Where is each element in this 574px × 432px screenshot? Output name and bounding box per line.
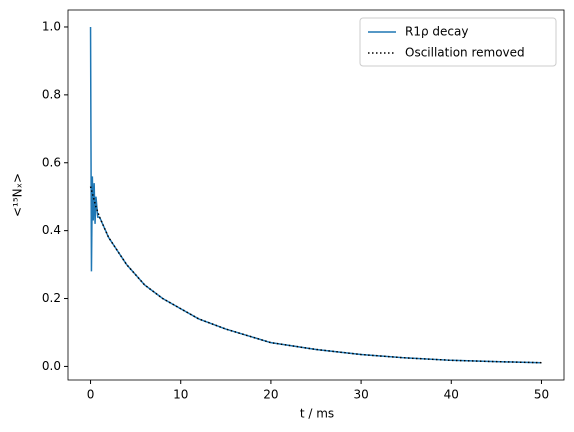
y-tick-label: 1.0 [42,19,61,33]
y-tick-label: 0.6 [42,155,61,169]
series-line [89,186,542,364]
legend-box [359,17,557,67]
x-tick-label: 40 [444,388,459,402]
x-tick-label: 30 [353,388,368,402]
y-axis-label: <¹⁵Nₓ> [11,173,25,217]
plot-frame [67,9,565,381]
y-tick-label: 0.2 [42,291,61,305]
x-tick-label: 0 [87,388,95,402]
y-tick-label: 0.8 [42,87,61,101]
series-line [89,26,542,364]
y-tick-label: 0.0 [42,359,61,373]
x-tick-label: 10 [173,388,188,402]
y-tick-label: 0.4 [42,223,61,237]
legend-label: Oscillation removed [405,46,525,60]
x-tick-label: 20 [263,388,278,402]
x-axis-label: t / ms [300,407,334,421]
x-tick-label: 50 [534,388,549,402]
legend-label: R1ρ decay [405,25,468,39]
